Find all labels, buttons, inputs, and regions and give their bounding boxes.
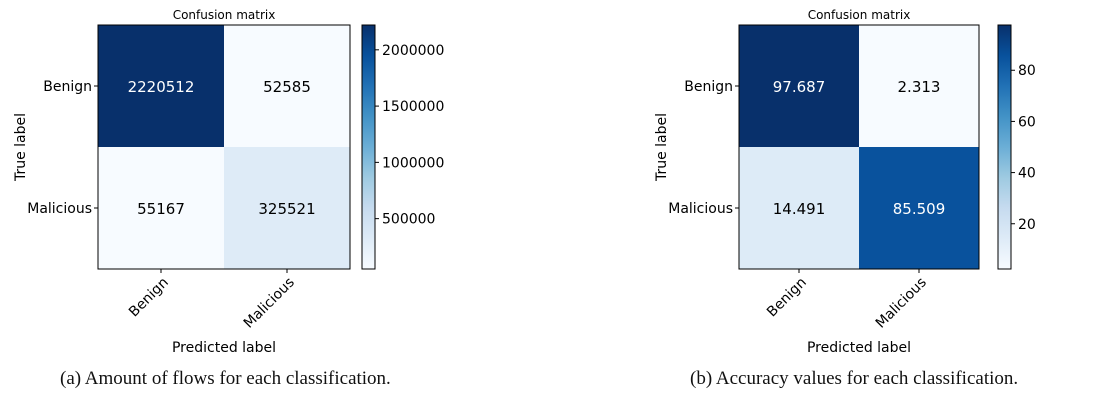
cell-value-label: 325521 xyxy=(258,200,315,218)
plot-frame xyxy=(97,24,351,270)
colorbar-tick-label: 1500000 xyxy=(382,99,444,115)
x-tick-label: Malicious xyxy=(873,275,930,332)
x-tick-label: Benign xyxy=(126,275,172,321)
y-tick-label: Malicious xyxy=(27,201,92,217)
heatmap-cell-1-1 xyxy=(859,147,979,269)
cell-value-label: 2.313 xyxy=(898,78,941,96)
cell-value-label: 2220512 xyxy=(128,78,195,96)
colorbar-tick-label: 20 xyxy=(1018,217,1036,233)
x-tick-label: Benign xyxy=(764,275,810,321)
chart-title: Confusion matrix xyxy=(808,8,911,22)
confusion-matrix-a: Confusion matrix 2220512 52585 55167 325521 B… xyxy=(13,8,444,356)
y-axis-label: True label xyxy=(13,113,29,182)
heatmap-cell-0-1 xyxy=(859,25,979,147)
heatmap-cell-1-1 xyxy=(224,147,350,269)
x-tick-label: Malicious xyxy=(241,275,298,332)
colorbar xyxy=(997,24,1012,270)
colorbar xyxy=(361,24,376,270)
caption-b: (b) Accuracy values for each classificat… xyxy=(690,368,1019,389)
colorbar-tick-label: 1000000 xyxy=(382,155,444,171)
heatmap-cell-0-1 xyxy=(224,25,350,147)
colorbar-tick-label: 60 xyxy=(1018,114,1036,130)
y-tick-label: Benign xyxy=(43,79,92,95)
y-axis-label: True label xyxy=(654,113,670,182)
heatmap-cell-1-0 xyxy=(739,147,859,269)
cell-value-label: 14.491 xyxy=(773,200,826,218)
heatmap-cell-0-0 xyxy=(98,25,224,147)
colorbar-tick-label: 500000 xyxy=(382,212,435,228)
heatmap-cell-1-0 xyxy=(98,147,224,269)
plot-frame xyxy=(738,24,980,270)
colorbar-tick-label: 80 xyxy=(1018,63,1036,79)
chart-title: Confusion matrix xyxy=(173,8,276,22)
cell-value-label: 55167 xyxy=(137,200,185,218)
heatmap-cell-0-0 xyxy=(739,25,859,147)
cell-value-label: 85.509 xyxy=(893,200,946,218)
x-axis-label: Predicted label xyxy=(807,340,911,356)
confusion-matrix-b: Confusion matrix 97.687 2.313 14.491 85.509 B… xyxy=(654,8,1036,356)
y-tick-label: Benign xyxy=(684,79,733,95)
cell-value-label: 97.687 xyxy=(773,78,826,96)
colorbar-tick-label: 2000000 xyxy=(382,43,444,59)
caption-a: (a) Amount of flows for each classificat… xyxy=(60,368,391,389)
x-axis-label: Predicted label xyxy=(172,340,276,356)
colorbar-tick-label: 40 xyxy=(1018,166,1036,182)
y-tick-label: Malicious xyxy=(668,201,733,217)
cell-value-label: 52585 xyxy=(263,78,311,96)
